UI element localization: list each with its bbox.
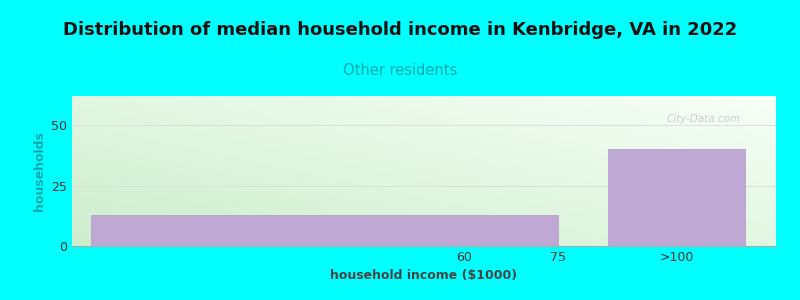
Bar [608,149,745,246]
Text: City-Data.com: City-Data.com [666,114,741,124]
Text: Other residents: Other residents [343,63,457,78]
Bar [90,214,558,246]
X-axis label: household income ($1000): household income ($1000) [330,269,518,282]
Text: Distribution of median household income in Kenbridge, VA in 2022: Distribution of median household income … [63,21,737,39]
Y-axis label: households: households [33,131,46,211]
